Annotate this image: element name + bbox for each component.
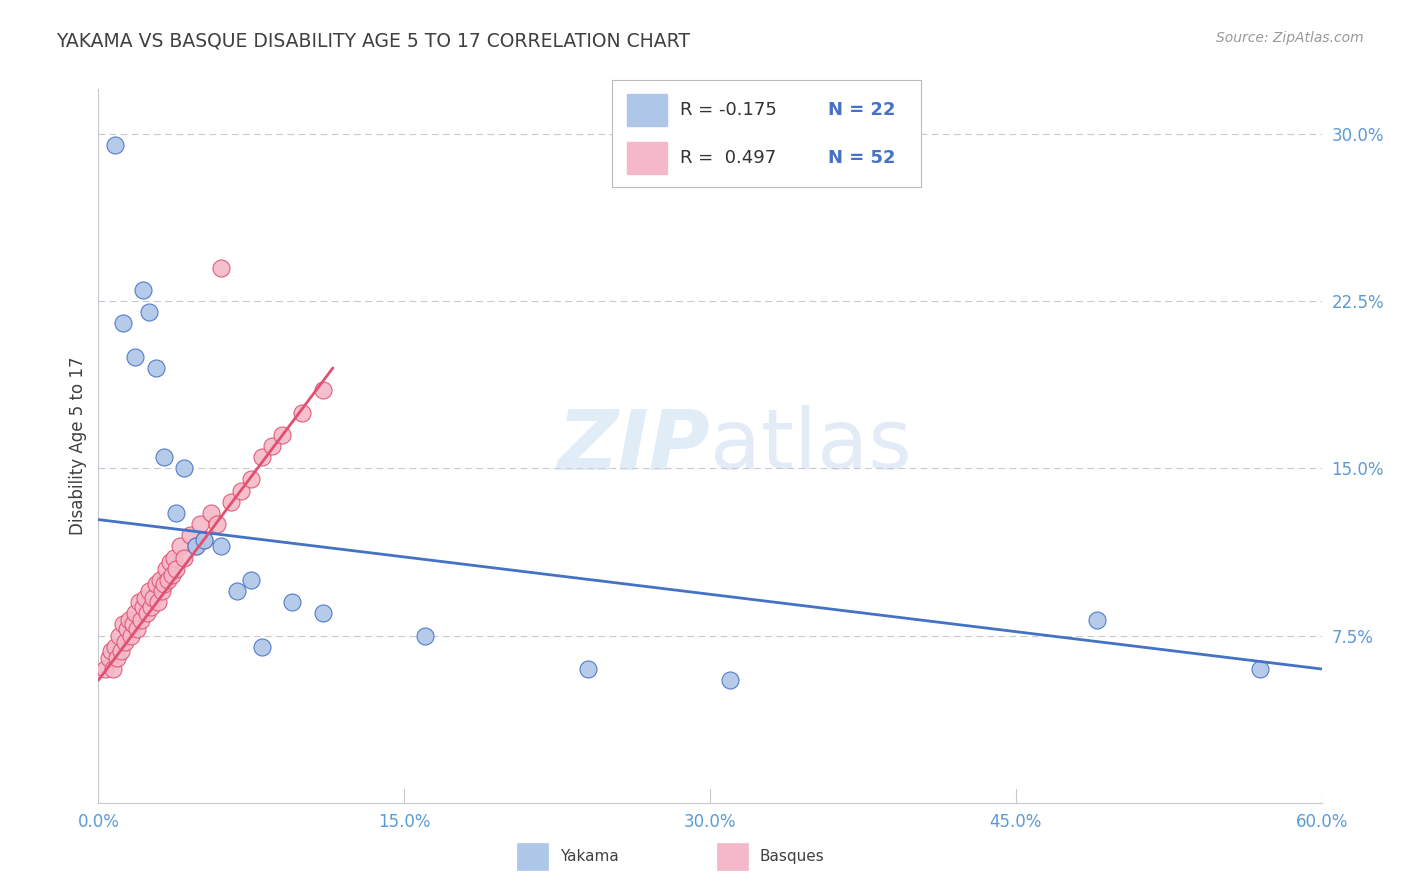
Point — [138, 583, 160, 598]
Point — [163, 550, 186, 565]
Point — [134, 591, 156, 605]
Point — [155, 562, 177, 576]
Point — [193, 533, 215, 547]
Point — [93, 662, 115, 676]
Point — [250, 640, 273, 654]
Point — [260, 439, 283, 453]
Point — [179, 528, 201, 542]
Point — [110, 644, 132, 658]
Text: R = -0.175: R = -0.175 — [679, 102, 776, 120]
Point — [105, 651, 128, 665]
Point — [200, 506, 222, 520]
Y-axis label: Disability Age 5 to 17: Disability Age 5 to 17 — [69, 357, 87, 535]
Point — [111, 317, 134, 331]
Point — [101, 662, 124, 676]
Point — [165, 562, 187, 576]
Point — [104, 640, 127, 654]
Text: Yakama: Yakama — [560, 849, 619, 863]
Point — [1249, 662, 1271, 676]
Point — [146, 595, 169, 609]
Point — [291, 405, 314, 420]
Text: N = 52: N = 52 — [828, 150, 896, 168]
Point — [152, 577, 174, 591]
Point — [240, 573, 263, 587]
Point — [209, 260, 232, 275]
Point — [138, 305, 160, 319]
Point — [120, 628, 142, 642]
Point — [281, 595, 304, 609]
Text: Basques: Basques — [759, 849, 824, 863]
Point — [1085, 613, 1108, 627]
Point — [576, 662, 599, 676]
Point — [173, 461, 195, 475]
Point — [193, 533, 215, 547]
Point — [129, 613, 152, 627]
Point — [209, 539, 232, 553]
Point — [240, 473, 263, 487]
Point — [104, 138, 127, 153]
Point — [115, 622, 138, 636]
Text: N = 22: N = 22 — [828, 102, 896, 120]
Point — [127, 622, 149, 636]
Point — [100, 644, 122, 658]
Text: atlas: atlas — [710, 406, 911, 486]
Text: Source: ZipAtlas.com: Source: ZipAtlas.com — [1216, 31, 1364, 45]
Text: YAKAMA VS BASQUE DISABILITY AGE 5 TO 17 CORRELATION CHART: YAKAMA VS BASQUE DISABILITY AGE 5 TO 17 … — [56, 31, 690, 50]
Point — [186, 539, 208, 553]
Point — [114, 635, 136, 649]
Point — [188, 517, 212, 532]
Point — [111, 617, 134, 632]
Point — [186, 539, 208, 553]
Point — [142, 591, 165, 605]
Point — [231, 483, 253, 498]
Point — [160, 568, 183, 582]
Point — [118, 613, 141, 627]
Point — [124, 607, 146, 621]
Point — [141, 599, 163, 614]
Point — [156, 573, 179, 587]
Point — [150, 583, 173, 598]
Point — [128, 595, 150, 609]
Point — [312, 384, 335, 398]
Point — [173, 550, 195, 565]
Point — [720, 673, 742, 687]
Point — [270, 427, 294, 442]
Point — [169, 539, 191, 553]
Point — [413, 628, 436, 642]
Bar — [627, 143, 668, 175]
Point — [159, 555, 181, 569]
Point — [152, 450, 174, 465]
Point — [219, 494, 242, 508]
Point — [145, 360, 167, 375]
Text: ZIP: ZIP — [557, 406, 710, 486]
Point — [145, 577, 167, 591]
Point — [132, 283, 155, 297]
Point — [149, 573, 172, 587]
Point — [165, 506, 187, 520]
Point — [108, 628, 131, 642]
Point — [226, 583, 249, 598]
Point — [132, 599, 155, 614]
Point — [97, 651, 120, 665]
Point — [136, 607, 159, 621]
Point — [205, 517, 228, 532]
Point — [124, 350, 146, 364]
Point — [122, 617, 145, 632]
Text: R =  0.497: R = 0.497 — [679, 150, 776, 168]
Bar — [627, 95, 668, 127]
Point — [312, 607, 335, 621]
Point — [250, 450, 273, 465]
